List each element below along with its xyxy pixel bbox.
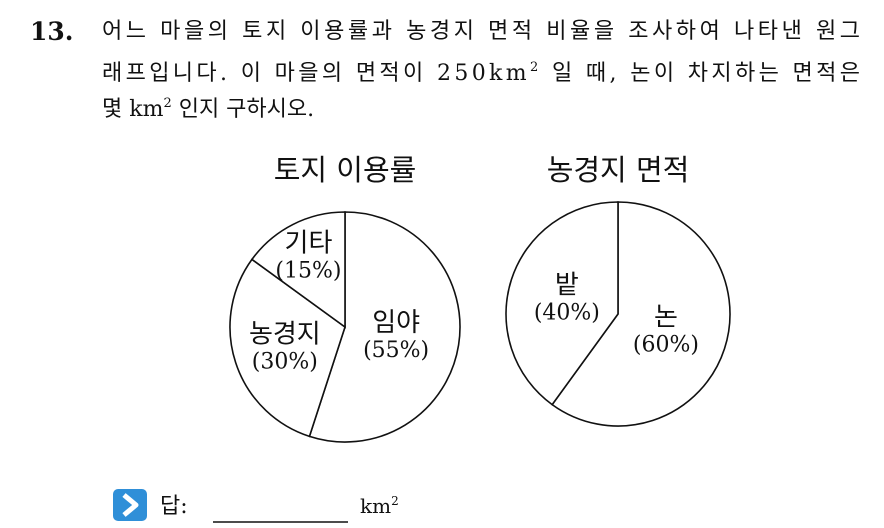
slice-label: 임야	[372, 308, 420, 338]
question-text: 일 때, 논이 차지하는 면적은	[542, 61, 860, 86]
question-line: 어느 마을의 토지 이용률과 농경지 면적 비율을 조사하여 나타낸 원그	[102, 19, 860, 44]
pie-slice	[505, 201, 619, 406]
question-text: 래프입니다. 이 마을의 면적이 250km	[102, 61, 527, 86]
answer-unit: km2	[360, 494, 399, 518]
slice-label: 농경지	[249, 320, 321, 350]
pie-slice	[551, 201, 731, 427]
pie-slice	[250, 211, 346, 329]
slice-label: 기타	[285, 228, 333, 258]
superscript: 2	[530, 60, 538, 75]
slice-value-label: (30%)	[252, 350, 318, 375]
pie-slice	[308, 211, 461, 443]
question-line: 래프입니다. 이 마을의 면적이 250km 2 일 때, 논이 차지하는 면적은	[102, 60, 860, 86]
slice-value-label: (15%)	[275, 258, 341, 283]
question-line: 몇 km2 인지 구하시오.	[102, 96, 314, 122]
pie-chart: 농경지 면적논(60%) 밭(40%)	[505, 153, 731, 427]
question-text: 몇 km	[102, 97, 164, 122]
problem-number: 13.	[30, 17, 74, 46]
slice-label: 밭	[555, 270, 579, 300]
question-text: 인지 구하시오.	[172, 97, 314, 122]
slice-value-label: (40%)	[534, 300, 600, 325]
superscript: 2	[163, 96, 171, 111]
chart-title: 토지 이용률	[274, 153, 417, 187]
chart-title: 농경지 면적	[547, 153, 690, 187]
slice-label: 논	[654, 303, 678, 333]
slice-value-label: (55%)	[363, 338, 429, 363]
answer-icon	[113, 489, 147, 521]
unit-sup: 2	[391, 494, 399, 508]
pie-slice	[229, 258, 346, 438]
answer-label: 답:	[160, 494, 188, 519]
unit-text: km	[360, 494, 391, 518]
slice-value-label: (60%)	[633, 333, 699, 358]
question-text: 어느 마을의 토지 이용률과 농경지 면적 비율을 조사하여 나타낸 원그	[102, 19, 860, 44]
